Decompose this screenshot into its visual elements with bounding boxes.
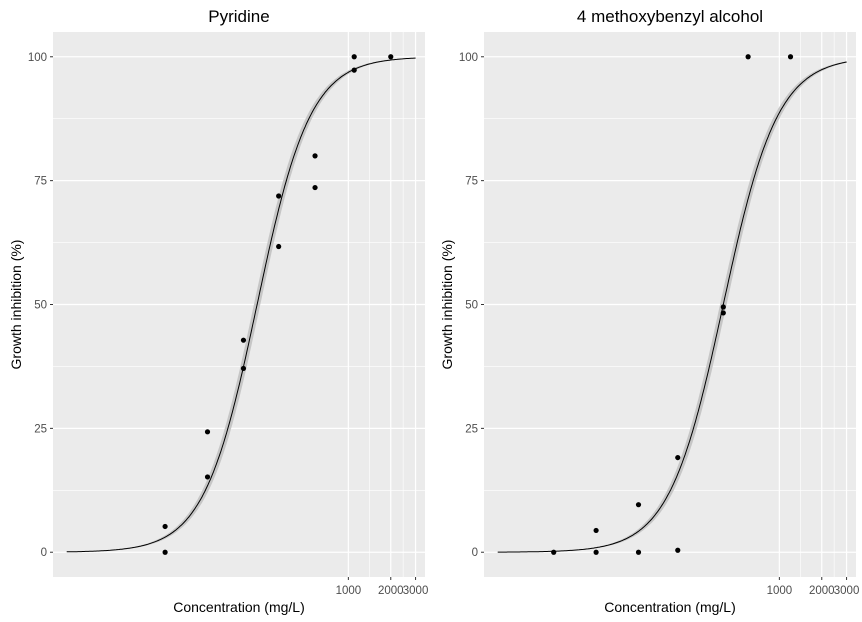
y-tick-label: 75 <box>34 176 47 188</box>
y-tick-label: 100 <box>28 52 47 64</box>
x-tick-label: 3000 <box>403 585 429 597</box>
x-axis-title: Concentration (mg/L) <box>604 599 736 615</box>
data-point <box>388 54 394 60</box>
data-point <box>551 549 557 555</box>
y-axis-title: Growth inhibition (%) <box>8 240 24 370</box>
x-tick-label: 2000 <box>809 585 835 597</box>
data-point <box>162 523 168 530</box>
plot-area: 0 25 50 75 100 1000 2000 3000 <box>459 32 860 597</box>
x-tick-label: 1000 <box>767 585 793 597</box>
panel-pyridine: Pyridine 0 25 50 75 100 1000 2000 3000 Concentr… <box>8 7 428 615</box>
data-point <box>675 454 681 461</box>
y-tick-label: 0 <box>41 547 47 559</box>
x-tick-label: 3000 <box>834 585 860 597</box>
data-point <box>312 184 318 191</box>
panel-title: Pyridine <box>208 7 269 26</box>
y-tick-label: 50 <box>34 300 47 312</box>
panel-title: 4 methoxybenzyl alcohol <box>577 7 763 26</box>
data-point <box>675 547 681 553</box>
y-tick-label: 0 <box>472 547 478 559</box>
x-tick-label: 1000 <box>336 585 362 597</box>
data-point <box>635 549 642 555</box>
data-point <box>162 549 168 555</box>
data-point <box>240 337 247 343</box>
data-point <box>635 502 642 508</box>
y-tick-label: 100 <box>459 52 478 64</box>
data-point <box>276 193 282 199</box>
plot-area: 0 25 50 75 100 1000 2000 3000 <box>28 32 429 597</box>
y-tick-label: 25 <box>34 423 47 435</box>
data-point <box>745 54 751 60</box>
data-point <box>351 54 357 60</box>
fitted-curve <box>66 57 416 553</box>
y-tick-label: 25 <box>465 423 478 435</box>
data-point <box>720 310 726 316</box>
data-point <box>787 54 794 60</box>
data-point <box>720 304 726 310</box>
x-tick-label: 2000 <box>378 585 404 597</box>
x-axis-title: Concentration (mg/L) <box>173 599 305 615</box>
data-point <box>351 67 357 73</box>
y-tick-label: 50 <box>465 300 478 312</box>
data-point <box>240 365 247 372</box>
y-tick-label: 75 <box>465 176 478 188</box>
panel-4-methoxybenzyl-alcohol: 4 methoxybenzyl alcohol 0 25 50 75 100 1000 20… <box>439 7 859 615</box>
data-point <box>204 474 211 480</box>
data-point <box>276 243 282 250</box>
data-point <box>593 549 599 555</box>
data-point <box>593 527 599 534</box>
data-point <box>204 429 211 435</box>
data-point <box>312 153 318 159</box>
y-axis-title: Growth inhibition (%) <box>439 240 455 370</box>
